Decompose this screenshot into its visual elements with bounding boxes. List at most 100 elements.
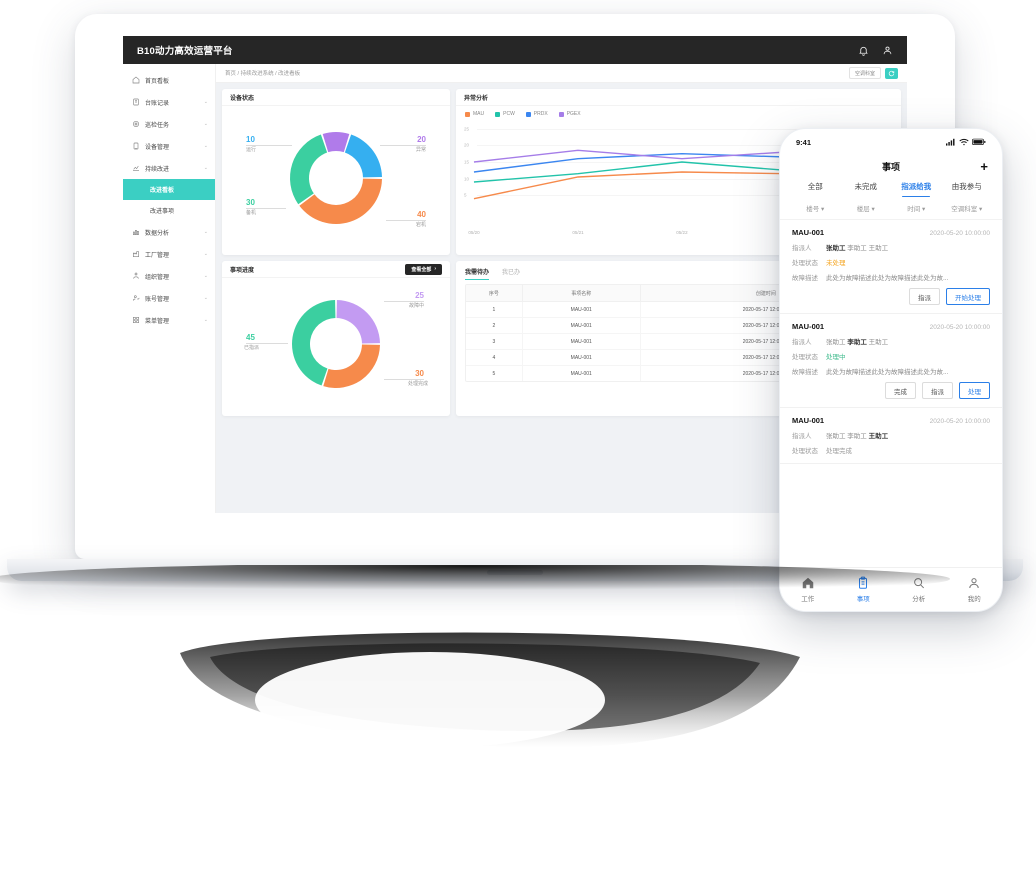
phone-tab-0[interactable]: 全部 [807, 182, 823, 191]
chevron-down-icon: ▾ [821, 206, 825, 213]
phone-filter-1[interactable]: 楼层 ▾ [841, 203, 892, 213]
donut-slice-3[interactable] [322, 132, 350, 153]
sidebar-item-0[interactable]: 首页看板 [123, 69, 215, 91]
task-card[interactable]: MAU-001 2020-05-20 10:00:00 指派人 张助工 李助工 王助工… [780, 408, 1002, 464]
card-header: 事项进度 查看全部 › [222, 261, 450, 278]
task-action-0[interactable]: 完成 [885, 382, 916, 399]
donut-slice-0[interactable] [344, 134, 382, 178]
chevron-down-icon: ⌄ [203, 273, 208, 279]
table-cell-2: 2020-05-17 12:00:00 [742, 370, 790, 377]
donut-label: 处理完成 [407, 381, 428, 387]
sidebar-item-8[interactable]: 工厂管理 ⌄ [123, 243, 215, 265]
phone-tab-1[interactable]: 未完成 [854, 182, 878, 191]
chevron-down-icon: ▾ [922, 206, 926, 213]
sidebar-item-6[interactable]: 改进事项 [123, 200, 215, 221]
sidebar-item-9[interactable]: 组织管理 ⌄ [123, 265, 215, 287]
sidebar-item-5[interactable]: 改进看板 [123, 179, 215, 200]
legend-item-2[interactable]: PRDX [525, 111, 548, 117]
chevron-down-icon: ⌄ [203, 99, 208, 105]
status-label: 处理状态 [792, 354, 818, 361]
legend-swatch [465, 111, 470, 117]
task-card-list[interactable]: MAU-001 2020-05-20 10:00:00 指派人 张助工 李助工 王助工… [780, 220, 1002, 524]
sidebar-item-label: 账号管理 [145, 296, 170, 303]
task-card-top: MAU-001 2020-05-20 10:00:00 [792, 322, 990, 331]
sidebar-item-1[interactable]: 台账记录 ⌄ [123, 91, 215, 113]
add-button[interactable]: + [980, 158, 988, 174]
card-title: 事项进度 [230, 267, 255, 274]
task-actions: 完成 指派 处理 [792, 376, 990, 407]
content-area: 首页 / 持续改进系统 / 改进看板 空调科室 [216, 64, 907, 513]
task-time: 2020-05-20 10:00:00 [929, 324, 990, 331]
phone-filter-2[interactable]: 时间 ▾ [891, 203, 942, 213]
card-body: 25 故障中 45 已指派 30 处理完成 [222, 278, 450, 416]
donut-slice-1[interactable] [323, 344, 380, 388]
task-id: MAU-001 [792, 228, 825, 237]
assignee-row: 指派人 张助工 李助工 王助工 [792, 430, 990, 440]
sidebar-item-label: 工厂管理 [145, 252, 170, 259]
chevron-down-icon: ⌄ [203, 295, 208, 301]
donut-value: 20 [417, 135, 426, 144]
bell-icon[interactable] [858, 45, 869, 56]
task-action-1[interactable]: 指派 [922, 382, 953, 399]
task-action-2[interactable]: 处理 [959, 382, 990, 399]
sidebar-item-11[interactable]: 菜单管理 ⌄ [123, 309, 215, 331]
donut-slice-2[interactable] [290, 134, 328, 205]
status-bar: 9:41 [780, 129, 1002, 155]
sidebar-item-label: 改进事项 [150, 209, 175, 215]
phone-tab-3[interactable]: 由我参与 [951, 182, 982, 191]
bar-chart-icon [133, 230, 139, 235]
grid-line [477, 128, 893, 130]
chevron-down-icon: ⌄ [203, 229, 208, 235]
legend-item-1[interactable]: PCW [495, 111, 515, 117]
table-row[interactable]: 5 MAU-001 2020-05-17 12:00:00 [466, 365, 891, 381]
desc-value: 此处为故障描述此处为故障描述此处为故... [826, 369, 949, 376]
task-action-1[interactable]: 开始处理 [946, 288, 990, 305]
grid-line [477, 195, 893, 197]
x-tick-label: 05/21 [572, 230, 584, 235]
donut-slice-2[interactable] [292, 300, 336, 386]
table-tab-1[interactable]: 我已办 [502, 270, 521, 276]
sidebar-item-4[interactable]: 持续改进 ⌄ [123, 157, 215, 179]
filter-label: 楼层 [856, 206, 870, 213]
table-cell-0: 2 [466, 317, 523, 334]
status-label: 处理状态 [792, 260, 818, 267]
phone-tab-2[interactable]: 指派给我 [891, 177, 942, 197]
card-title: 异常分析 [464, 95, 489, 102]
nav-item-3[interactable]: 我的 [947, 568, 1003, 611]
task-card[interactable]: MAU-001 2020-05-20 10:00:00 指派人 张助工 李助工 王助工… [780, 220, 1002, 314]
dept-select[interactable]: 空调科室 [848, 67, 881, 79]
legend-item-0[interactable]: MAU [465, 111, 484, 117]
refresh-button[interactable] [885, 67, 898, 79]
table-tab-0[interactable]: 我需待办 [465, 267, 490, 280]
y-tick-label: 10 [464, 176, 470, 182]
sidebar-item-10[interactable]: 账号管理 ⌄ [123, 287, 215, 309]
y-tick-label: 15 [464, 159, 470, 165]
phone-filter-3[interactable]: 空调科室 ▾ [942, 203, 993, 213]
device-status-donut: 10 运行 20 异常 30 备机 40 宕机 [222, 106, 450, 255]
table-cell-0: 5 [466, 365, 523, 381]
task-card-top: MAU-001 2020-05-20 10:00:00 [792, 416, 990, 425]
view-all-button[interactable]: 查看全部 › [405, 263, 442, 275]
task-card[interactable]: MAU-001 2020-05-20 10:00:00 指派人 张助工 李助工 王助工… [780, 314, 1002, 408]
status-badge: 处理中 [826, 354, 846, 361]
filter-label: 空调科室 [951, 206, 978, 213]
donut-leader-line [246, 208, 286, 209]
donut-slice-1[interactable] [299, 178, 382, 224]
donut-leader-line [246, 145, 292, 146]
legend-label: PRDX [533, 111, 548, 117]
user-icon[interactable] [882, 45, 893, 56]
legend-item-3[interactable]: PGEX [558, 111, 581, 117]
grid-line [477, 145, 893, 147]
sidebar-item-2[interactable]: 巡检任务 ⌄ [123, 113, 215, 135]
sidebar-item-7[interactable]: 数据分析 ⌄ [123, 221, 215, 243]
donut-slice-0[interactable] [336, 300, 380, 344]
table-header-cell-1: 事项名称 [522, 285, 641, 302]
chevron-down-icon: ⌄ [203, 165, 208, 171]
donut-svg [290, 132, 382, 224]
phone-filter-0[interactable]: 楼号 ▾ [790, 203, 841, 213]
sidebar-item-3[interactable]: 设备管理 ⌄ [123, 135, 215, 157]
chevron-right-icon: › [434, 266, 436, 272]
legend-swatch [558, 111, 564, 117]
sidebar-item-label: 菜单管理 [145, 318, 170, 325]
task-action-0[interactable]: 指派 [909, 288, 940, 305]
